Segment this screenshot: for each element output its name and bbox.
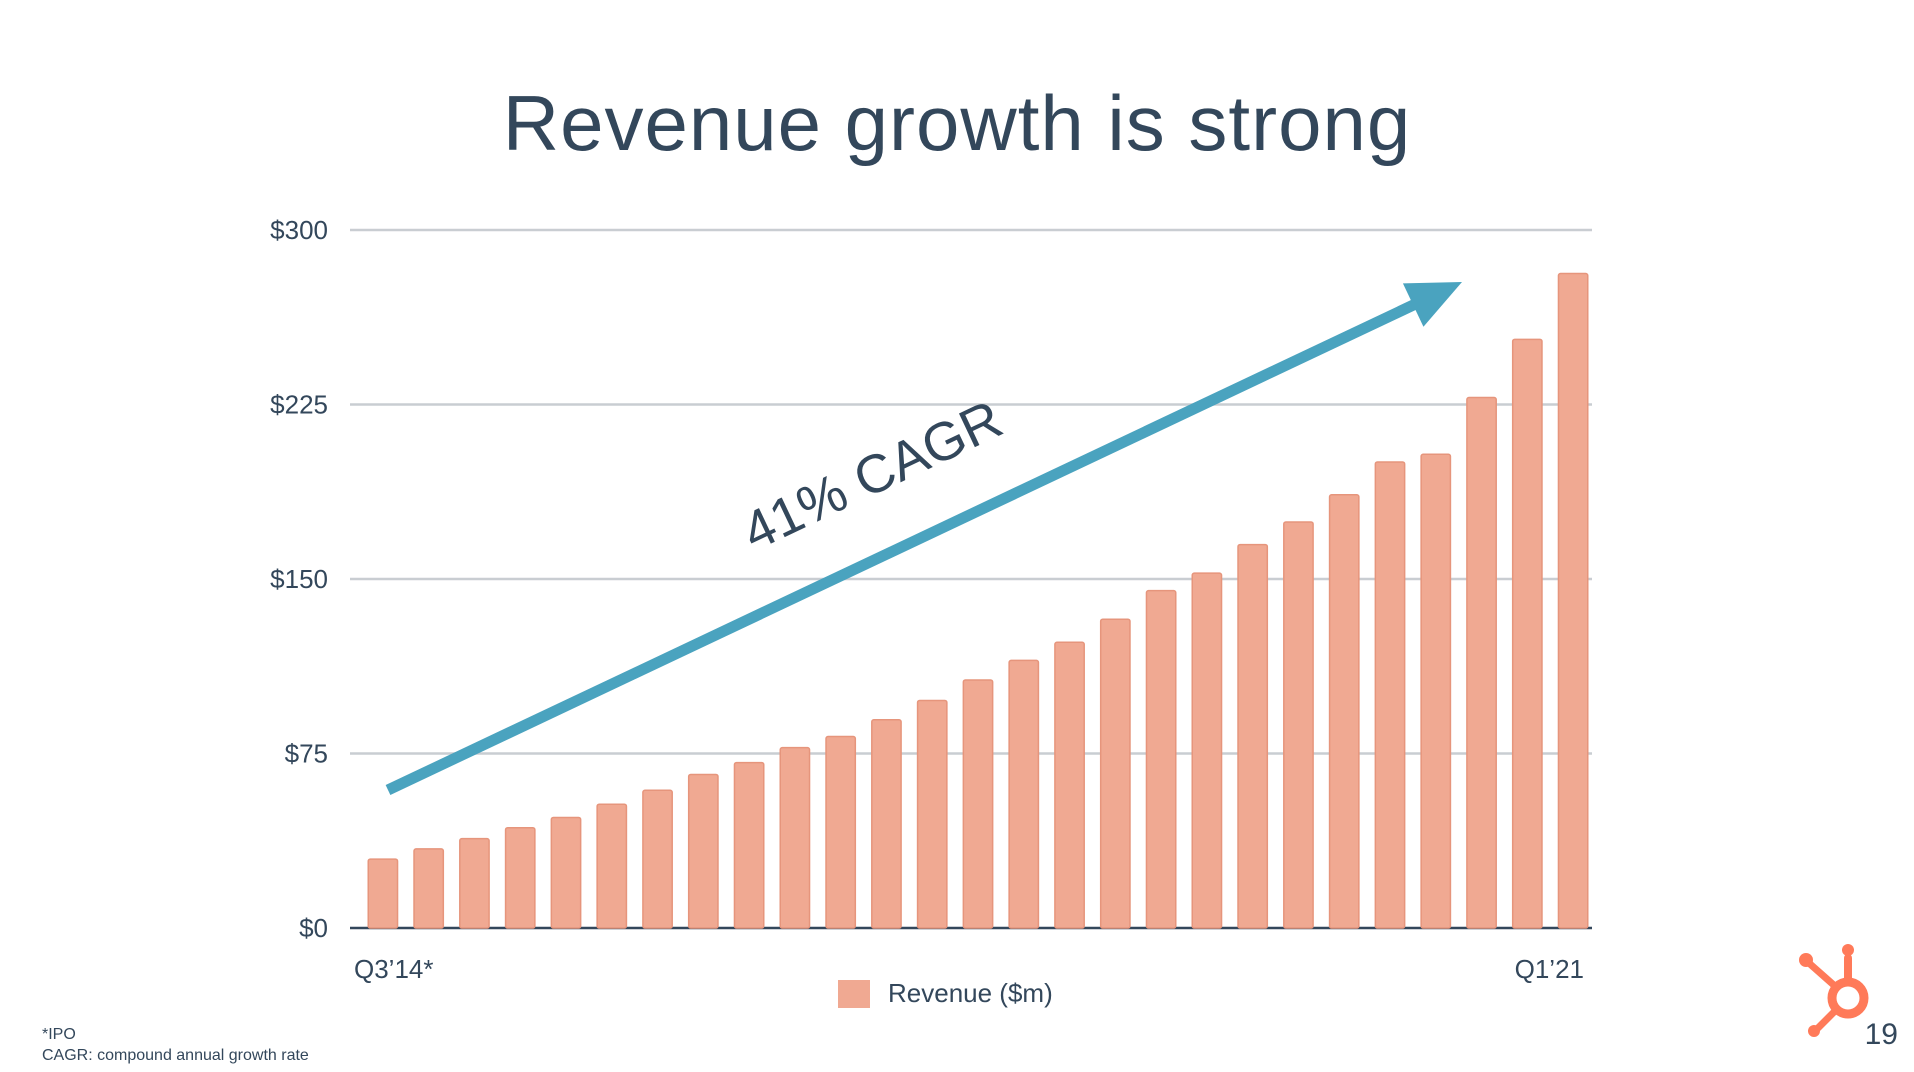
revenue-bar-Q3’19 <box>1283 521 1314 929</box>
revenue-bar-Q1’21 <box>1557 272 1589 929</box>
revenue-bar-Q4’17 <box>962 679 994 929</box>
revenue-bar-Q3’15 <box>550 816 582 929</box>
revenue-bar-Q4’14 <box>413 848 445 929</box>
page-number: 19 <box>1864 1018 1898 1051</box>
revenue-bar-Q3’20 <box>1466 396 1497 929</box>
x-label-last: Q1’21 <box>1515 954 1584 984</box>
revenue-bar-Q2’15 <box>504 826 536 929</box>
revenue-bar-Q2’18 <box>1054 641 1085 929</box>
hubspot-sprocket-icon <box>1799 944 1869 1037</box>
revenue-bar-Q1’18 <box>1008 659 1040 929</box>
revenue-bar-Q3’14* <box>367 858 399 929</box>
revenue-bar-Q3’17 <box>916 699 948 929</box>
revenue-bars <box>367 272 1589 929</box>
revenue-bar-Q1’20 <box>1374 461 1406 929</box>
revenue-bar-Q1’19 <box>1191 572 1223 929</box>
y-tick-label: $300 <box>270 215 328 245</box>
revenue-bar-Q2’20 <box>1420 453 1452 929</box>
revenue-bar-Q2’17 <box>871 719 902 929</box>
cagr-arrow-head <box>1402 282 1462 327</box>
revenue-bar-Q1’16 <box>642 789 673 929</box>
page-title: Revenue growth is strong <box>502 79 1412 167</box>
revenue-bar-Q4’19 <box>1328 494 1360 929</box>
footnotes: *IPO CAGR: compound annual growth rate <box>42 1024 309 1066</box>
chart-legend: Revenue ($m) <box>838 978 1053 1009</box>
legend-swatch <box>838 979 870 1008</box>
y-tick-label: $150 <box>270 564 328 594</box>
revenue-bar-Q4’16 <box>779 746 811 929</box>
x-axis-tick-labels: Q3’14* Q1’21 <box>354 954 1584 984</box>
cagr-annotation-label: 41% CAGR <box>733 389 1011 563</box>
revenue-bar-Q3’18 <box>1099 618 1131 929</box>
revenue-bar-Q1’15 <box>459 837 490 929</box>
footnote-ipo: *IPO <box>42 1026 76 1043</box>
y-tick-label: $0 <box>299 913 328 943</box>
x-label-first: Q3’14* <box>354 954 434 984</box>
cagr-arrow-shaft <box>385 298 1420 795</box>
revenue-bar-Q4’20 <box>1511 338 1543 929</box>
revenue-bar-Q4’15 <box>596 803 628 929</box>
revenue-bar-Q2’19 <box>1237 543 1269 929</box>
revenue-bar-Q3’16 <box>733 761 765 929</box>
revenue-bar-Q4’18 <box>1145 589 1177 929</box>
revenue-bar-Q2’16 <box>687 773 719 929</box>
footnote-cagr: CAGR: compound annual growth rate <box>42 1047 309 1064</box>
revenue-bar-Q1’17 <box>825 735 857 929</box>
y-axis-tick-labels: $0 $75 $150 $225 $300 <box>270 215 328 943</box>
y-tick-label: $225 <box>270 390 328 420</box>
legend-label: Revenue ($m) <box>888 978 1053 1008</box>
y-tick-label: $75 <box>285 739 328 769</box>
